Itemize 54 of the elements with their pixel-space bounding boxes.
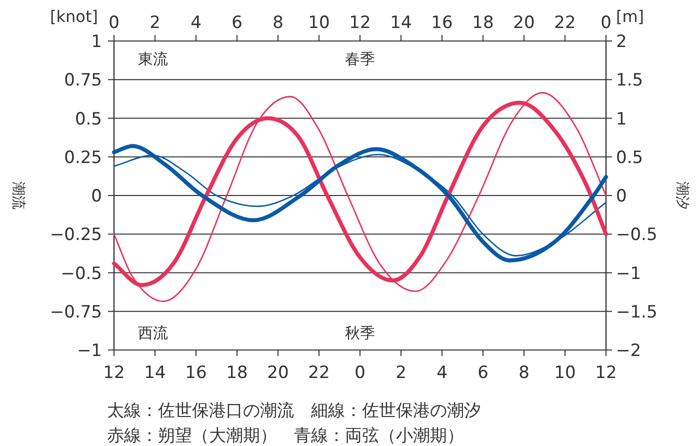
annotation: [knot]: [50, 7, 98, 26]
annotation: 秋季: [345, 324, 375, 342]
y2-tick-label: −1.5: [616, 302, 658, 322]
x-tick-label: 0: [354, 363, 366, 383]
y2-tick-label: 2: [616, 32, 627, 52]
y-tick-label: 0.75: [64, 70, 102, 91]
x2-tick-label: 2: [150, 13, 160, 33]
y-tick-label: −1: [76, 341, 102, 361]
y2-tick-label: −0.5: [616, 225, 658, 246]
x2-tick-label: 18: [472, 13, 494, 33]
x2-tick-label: 6: [232, 13, 242, 33]
y2-tick-label: 0: [616, 186, 627, 206]
annotation: 春季: [345, 50, 375, 68]
x2-tick-label: 4: [190, 13, 202, 33]
annotation: 赤線：朔望（大潮期） 青線：両弦（小潮期）: [107, 426, 464, 446]
y2-axis-title: 潮汐: [674, 182, 690, 210]
x2-tick-label: 14: [390, 13, 412, 33]
y2-tick-label: 1.5: [616, 70, 644, 91]
y-tick-label: −0.75: [50, 302, 102, 322]
x-tick-label: 12: [103, 363, 125, 383]
y-tick-label: 1: [91, 32, 102, 52]
y-tick-label: 0.25: [64, 148, 102, 168]
x2-tick-label: 8: [272, 13, 284, 33]
x-tick-label: 4: [436, 363, 448, 383]
y-tick-label: −0.25: [50, 225, 102, 246]
y-tick-label: 0: [91, 186, 102, 206]
y-axis-title: 潮流: [10, 182, 26, 210]
x2-tick-label: 16: [431, 13, 453, 33]
y2-tick-label: −2: [616, 341, 642, 361]
annotation: 西流: [138, 324, 168, 342]
x-tick-label: 12: [595, 363, 617, 383]
x2-tick-label: 0: [108, 13, 120, 33]
x-tick-label: 8: [518, 363, 530, 383]
y2-tick-label: 1: [616, 109, 627, 130]
x2-tick-label: 20: [513, 13, 535, 33]
x-tick-label: 2: [396, 363, 406, 383]
x2-tick-label: 12: [349, 13, 371, 33]
annotation: 太線：佐世保港口の潮流 細線：佐世保港の潮汐: [107, 401, 481, 421]
x2-tick-label: 10: [308, 13, 330, 33]
y2-tick-label: −1: [616, 264, 642, 284]
y2-tick-label: 0.5: [616, 148, 644, 168]
x-tick-label: 22: [308, 363, 330, 383]
x-tick-label: 20: [267, 363, 289, 383]
x2-tick-label: 0: [600, 13, 612, 33]
annotation: 東流: [138, 50, 168, 68]
annotation: [m]: [616, 7, 644, 26]
y-tick-label: 0.5: [74, 109, 102, 130]
x-tick-label: 14: [144, 363, 166, 383]
x-tick-label: 18: [226, 363, 248, 383]
x-tick-label: 10: [554, 363, 576, 383]
y-tick-label: −0.5: [60, 264, 102, 284]
x-tick-label: 6: [478, 363, 488, 383]
x-tick-label: 16: [185, 363, 207, 383]
x2-tick-label: 22: [554, 13, 576, 33]
